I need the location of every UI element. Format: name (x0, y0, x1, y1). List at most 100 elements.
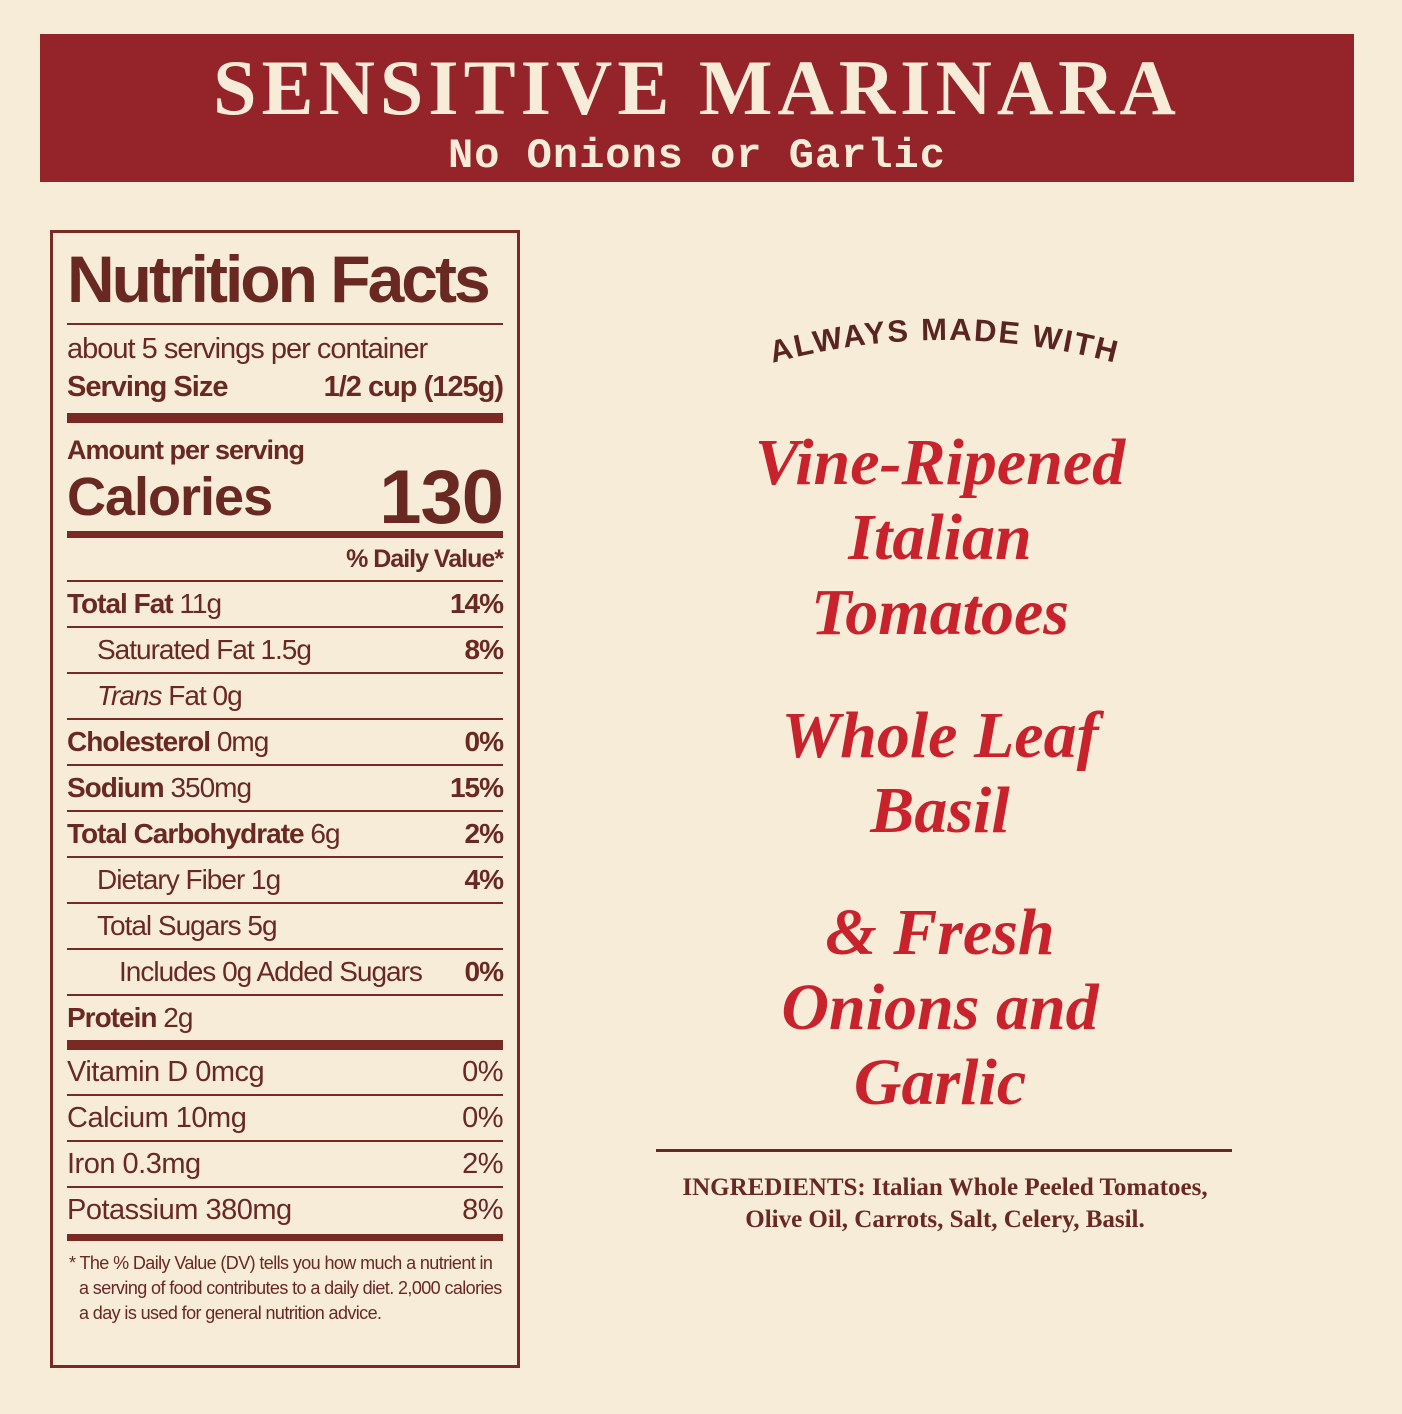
nutrient-label: Includes 0g Added Sugars (67, 956, 423, 988)
vitamin-name: Calcium 10mg (67, 1101, 247, 1134)
nutrient-label: Saturated Fat 1.5g (67, 634, 312, 666)
vitamin-row: Vitamin D 0mcg 0% (67, 1050, 503, 1096)
nutrient-dv: 0% (464, 956, 504, 987)
nutrient-row: Includes 0g Added Sugars 0% (67, 950, 504, 996)
nutrient-name: Total Sugars (97, 910, 242, 941)
nutrient-row: Total Fat 11g 14% (67, 582, 504, 628)
vitamin-row: Iron 0.3mg 2% (67, 1142, 503, 1188)
nutrient-amount: 5g (247, 910, 277, 941)
nutrient-label: Total Sugars 5g (67, 910, 278, 942)
nutrient-amount: 11g (179, 588, 222, 619)
nutrient-name: Protein (67, 1002, 157, 1033)
nutrient-name: Saturated Fat (97, 634, 255, 665)
ingredients-text: Italian Whole Peeled Tomatoes, Olive Oil… (745, 1174, 1208, 1233)
feature-line: Garlic (853, 1046, 1027, 1119)
nutrient-dv: 2% (464, 818, 504, 849)
vitamin-dv: 0% (462, 1055, 503, 1088)
feature-line: Italian (848, 501, 1032, 574)
vitamin-name: Vitamin D 0mcg (67, 1055, 265, 1088)
banner-subtitle: No Onions or Garlic (448, 132, 946, 180)
nutrient-label: Trans Fat 0g (67, 680, 243, 712)
rule (67, 1040, 503, 1050)
banner: SENSITIVE MARINARA No Onions or Garlic (40, 34, 1354, 182)
nutrient-name: Trans (97, 680, 162, 711)
vitamin-name: Iron 0.3mg (67, 1147, 201, 1180)
nutrient-amount: 1.5g (260, 634, 311, 665)
nutrient-name: Includes 0g Added Sugars (119, 956, 423, 987)
feature: Vine-Ripened Italian Tomatoes (640, 425, 1240, 650)
nutrient-row: Total Carbohydrate 6g 2% (67, 812, 504, 858)
dv-header: % Daily Value* (67, 538, 504, 582)
feature: & Fresh Onions and Garlic (640, 895, 1240, 1120)
nutrient-dv: 8% (464, 634, 504, 665)
nutrient-name: Cholesterol (67, 726, 211, 757)
feature-line: Whole Leaf (781, 699, 1099, 772)
calories: Calories 130 (67, 455, 504, 540)
nutrient-label: Cholesterol 0mg (67, 726, 269, 758)
nutrient-amount: 2g (163, 1002, 193, 1033)
nutrition-facts: Nutrition Facts about 5 servings per con… (50, 230, 520, 1368)
nutrient-row: Trans Fat 0g (67, 674, 503, 720)
nutrient-row: Protein 2g (67, 996, 503, 1040)
ingredients: INGREDIENTS: Italian Whole Peeled Tomato… (680, 1172, 1210, 1236)
vitamin-dv: 2% (462, 1147, 503, 1180)
vitamin-dv: 8% (462, 1193, 503, 1226)
nutrition-title: Nutrition Facts (67, 242, 491, 316)
tagline: ALWAYS MADE WITH (766, 312, 1123, 370)
nutrient-dv: 0% (464, 726, 504, 757)
nutrient-name: Total Carbohydrate (67, 818, 305, 849)
serving-size-label: Serving Size (67, 371, 228, 403)
vitamin-name: Potassium 380mg (67, 1193, 292, 1226)
tagline-art: ALWAYS MADE WITH (766, 312, 1123, 370)
vitamin-row: Potassium 380mg 8% (67, 1188, 503, 1232)
rule (67, 1234, 503, 1241)
serving-size-value: 1/2 cup (125g) (323, 371, 504, 403)
banner-title: SENSITIVE MARINARA (213, 44, 1181, 131)
nutrient-label: Sodium 350mg (67, 772, 252, 804)
ingredients-label: INGREDIENTS: (682, 1174, 866, 1201)
tagline-text: ALWAYS MADE WITH (766, 312, 1121, 370)
nutrient-row: Saturated Fat 1.5g 8% (67, 628, 504, 674)
nutrient-label: Protein 2g (67, 1002, 193, 1034)
rule (67, 413, 503, 423)
nutrition-body: Nutrition Facts about 5 servings per con… (67, 233, 504, 1326)
feature-line: Vine-Ripened (754, 426, 1126, 499)
calories-label: Calories (67, 467, 273, 527)
calories-value: 130 (379, 454, 504, 540)
nutrient-label: Total Fat 11g (67, 588, 222, 620)
nutrient-amount: 1g (251, 864, 281, 895)
rule (67, 531, 503, 538)
nutrient-dv: 15% (449, 772, 504, 803)
serving-size: Serving Size 1/2 cup (125g) (67, 369, 504, 405)
nutrient-row: Sodium 350mg 15% (67, 766, 504, 812)
vitamin-dv: 0% (462, 1101, 503, 1134)
nutrient-dv: 14% (449, 588, 504, 619)
nutrient-name: Sodium (67, 772, 165, 803)
feature: Whole Leaf Basil (640, 698, 1240, 848)
nutrient-dv: 4% (464, 864, 504, 895)
nutrient-list: Total Fat 11g 14% Saturated Fat 1.5g 8% Tran… (67, 582, 504, 1040)
feature-line: Basil (870, 774, 1010, 847)
nutrient-amount: Fat 0g (168, 680, 242, 711)
nutrient-label: Total Carbohydrate 6g (67, 818, 341, 850)
nutrient-amount: 6g (310, 818, 340, 849)
rule (67, 323, 503, 325)
divider (656, 1149, 1232, 1152)
footnote: * The % Daily Value (DV) tells you how m… (69, 1253, 502, 1323)
amount-label: Amount per serving (67, 435, 305, 465)
vitamin-list: Vitamin D 0mcg 0% Calcium 10mg 0% Iron 0.3mg… (67, 1050, 503, 1232)
feature-line: & Fresh (825, 896, 1055, 969)
nutrient-row: Cholesterol 0mg 0% (67, 720, 504, 766)
vitamin-row: Calcium 10mg 0% (67, 1096, 503, 1142)
nutrient-amount: 350mg (170, 772, 252, 803)
servings: about 5 servings per container (67, 333, 428, 365)
nutrient-row: Dietary Fiber 1g 4% (67, 858, 504, 904)
feature-line: Onions and (781, 971, 1099, 1044)
nutrient-row: Total Sugars 5g (67, 904, 503, 950)
feature-line: Tomatoes (811, 576, 1069, 649)
nutrient-label: Dietary Fiber 1g (67, 864, 281, 896)
nutrient-name: Dietary Fiber (97, 864, 245, 895)
nutrient-amount: 0mg (216, 726, 269, 757)
nutrient-name: Total Fat (67, 588, 174, 619)
